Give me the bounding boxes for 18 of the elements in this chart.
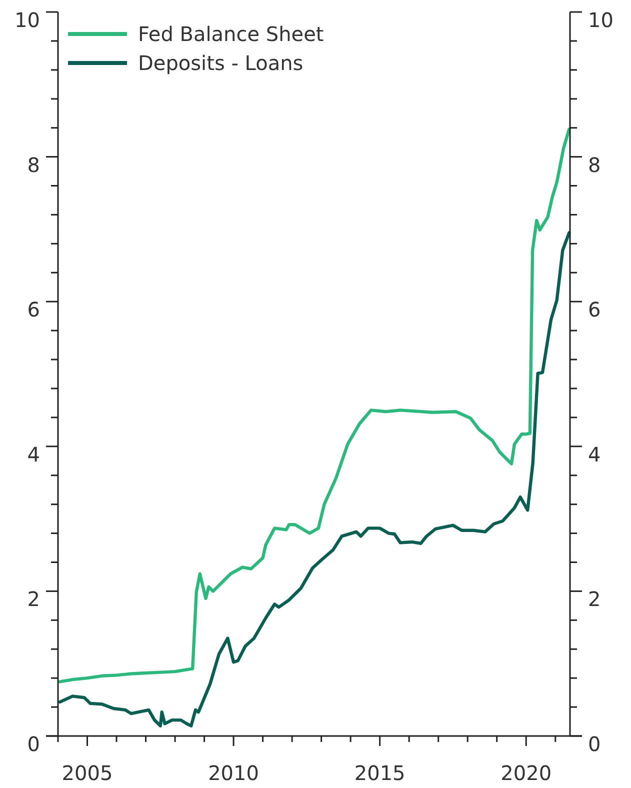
y2-tick-label: 4	[588, 442, 601, 466]
y2-tick-label: 6	[588, 298, 601, 322]
x-tick-label: 2010	[208, 761, 259, 785]
y-tick-label: 2	[27, 587, 40, 612]
x-tick-label: 2015	[354, 761, 406, 785]
y-tick-label: 6	[27, 298, 40, 322]
y2-tick-label: 8	[588, 152, 601, 177]
y-tick-label: 10	[14, 8, 40, 32]
y2-tick-label: 10	[588, 8, 614, 32]
y-tick-label: 8	[27, 152, 40, 177]
x-tick-label: 2005	[62, 761, 113, 785]
legend-label: Fed Balance Sheet	[138, 22, 324, 46]
legend-label: Deposits - Loans	[138, 51, 304, 75]
x-tick-label: 2020	[500, 761, 552, 785]
y2-tick-label: 2	[588, 587, 601, 612]
y2-tick-label: 0	[588, 732, 601, 756]
y-tick-label: 4	[27, 442, 40, 466]
y-tick-label: 0	[27, 732, 40, 756]
